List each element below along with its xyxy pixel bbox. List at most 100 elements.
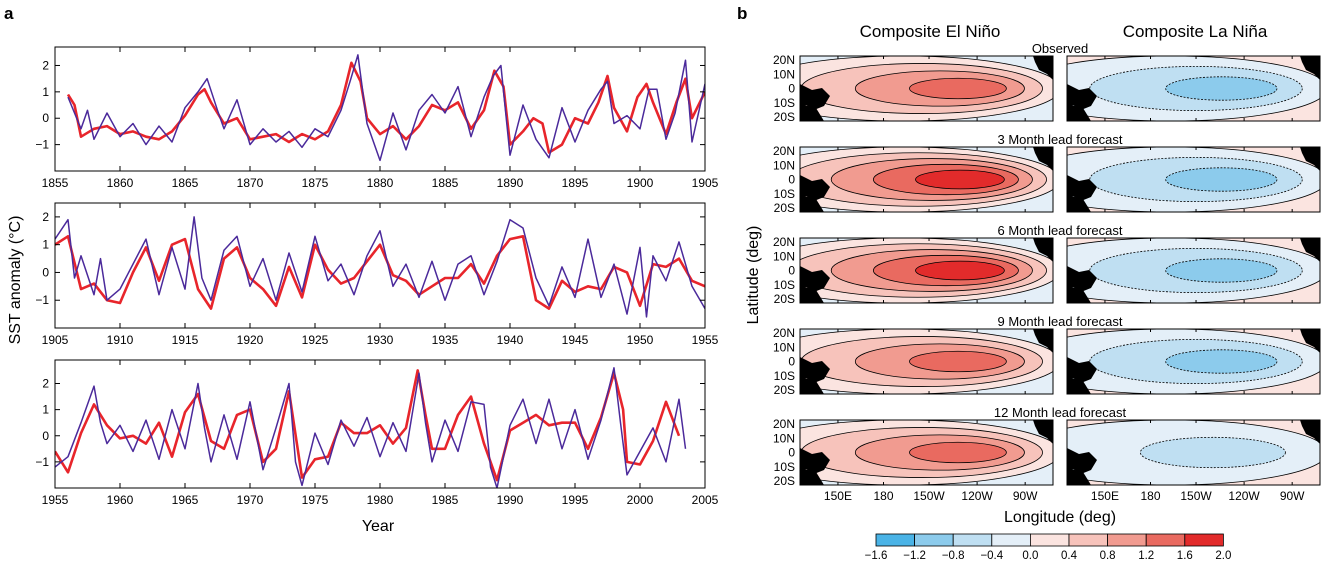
panel-b-letter: b <box>737 4 748 23</box>
lat-tick-label: 20S <box>774 292 795 306</box>
colorbar-swatch <box>1107 533 1147 547</box>
colorbar-tick-label: −0.8 <box>942 550 965 561</box>
el-nino-map-1 <box>799 146 1054 213</box>
la-nina-map-3 <box>1066 328 1321 395</box>
y-tick-label: 2 <box>42 210 49 224</box>
contour <box>915 260 1005 281</box>
x-tick-label: 1945 <box>562 333 589 347</box>
plot-frame <box>54 46 706 172</box>
lat-tick-label: 10N <box>773 249 795 263</box>
lat-tick-label: 20S <box>774 383 795 397</box>
land-central-america <box>1033 329 1053 353</box>
land-maritime-continent <box>800 266 830 293</box>
colorbar-tick-label: 2.0 <box>1215 550 1231 561</box>
land-maritime-continent <box>1067 357 1097 384</box>
lon-tick-label: 150W <box>913 489 945 503</box>
lat-tick-label: 20N <box>773 326 795 340</box>
contour <box>1165 349 1278 374</box>
y-tick-label: 1 <box>42 85 49 99</box>
x-tick-label: 1950 <box>627 333 654 347</box>
colorbar-tick-label: −0.4 <box>980 550 1003 561</box>
land-australia <box>1067 377 1091 394</box>
x-tick-label: 1910 <box>107 333 134 347</box>
colorbar-tick-label: 1.2 <box>1138 550 1154 561</box>
x-tick-label: 1900 <box>627 176 654 190</box>
y-axis-label: SST anomaly (°C) <box>7 216 24 345</box>
land-australia <box>800 468 824 485</box>
land-central-america <box>1300 329 1320 353</box>
subplot-1: 1855 1860 1865 1870 1875 1880 1885 1890 1895 1900… <box>35 46 719 190</box>
x-tick-label: 1905 <box>692 176 719 190</box>
la-nina-map-0 <box>1066 55 1321 122</box>
x-tick-label: 1955 <box>42 493 69 507</box>
colorbar-swatch <box>1068 533 1108 547</box>
land-central-america <box>1300 56 1320 80</box>
land-maritime-continent <box>800 357 830 384</box>
map-frame <box>799 146 1054 213</box>
colorbar-swatch <box>1145 533 1186 547</box>
y-tick-label: 0 <box>42 429 49 443</box>
land-maritime-continent <box>800 175 830 202</box>
lat-tick-label: 10N <box>773 431 795 445</box>
contour <box>1139 436 1286 469</box>
colorbar-tick-label: 0.4 <box>1061 550 1078 561</box>
x-tick-label: 1890 <box>497 176 524 190</box>
map-frame <box>799 55 1054 122</box>
land-central-america <box>1033 56 1053 80</box>
colorbar-swatch <box>952 533 993 547</box>
land-maritime-continent <box>1067 266 1097 293</box>
y-tick-label: 1 <box>42 403 49 417</box>
x-tick-label: 1995 <box>562 493 589 507</box>
la-nina-map-4 <box>1066 419 1321 486</box>
longitude-axis-label: Longitude (deg) <box>1004 509 1116 526</box>
lat-tick-label: 10S <box>774 278 795 292</box>
lat-tick-label: 20N <box>773 144 795 158</box>
series-line-model <box>67 54 705 162</box>
row-title-1: 3 Month lead forecast <box>997 132 1122 147</box>
column-title-la-nina: Composite La Niña <box>1123 22 1268 41</box>
land-australia <box>800 195 824 212</box>
colorbar-tick-label: −1.2 <box>903 550 926 561</box>
subplot-3: 1955 1960 1965 1970 1975 1980 1985 1990 1995 2000… <box>35 359 719 507</box>
series-line-observed <box>55 369 681 482</box>
x-tick-label: 1985 <box>432 493 459 507</box>
x-tick-label: 1935 <box>432 333 459 347</box>
lat-tick-label: 20S <box>774 110 795 124</box>
land-australia <box>800 286 824 303</box>
x-tick-label: 1925 <box>302 333 329 347</box>
row-title-0: Observed <box>1032 41 1088 56</box>
timeseries-chart: SST anomaly (°C) Year 1855 1860 1865 1870 18… <box>7 46 719 535</box>
land-maritime-continent <box>1067 84 1097 111</box>
land-maritime-continent <box>1067 448 1097 475</box>
map-frame <box>1066 328 1321 395</box>
lat-tick-label: 0 <box>788 264 795 278</box>
latitude-axis-label: Latitude (deg) <box>745 226 762 325</box>
x-axis-label: Year <box>362 518 395 535</box>
lat-tick-label: 10N <box>773 158 795 172</box>
x-tick-label: 1860 <box>107 176 134 190</box>
x-tick-label: 1980 <box>367 493 394 507</box>
composite-maps-chart: Composite El Niño Composite La Niña Lati… <box>745 22 1321 561</box>
lon-tick-label: 180 <box>1140 489 1160 503</box>
land-maritime-continent <box>800 84 830 111</box>
map-frame <box>1066 419 1321 486</box>
lat-tick-label: 20S <box>774 474 795 488</box>
contour <box>1165 167 1278 192</box>
x-tick-label: 1915 <box>172 333 199 347</box>
x-tick-label: 1965 <box>172 493 199 507</box>
lat-tick-label: 20S <box>774 201 795 215</box>
contour <box>1165 258 1278 283</box>
lat-tick-label: 10S <box>774 187 795 201</box>
map-frame <box>799 237 1054 304</box>
x-tick-label: 1895 <box>562 176 589 190</box>
lat-tick-label: 0 <box>788 82 795 96</box>
x-tick-label: 2005 <box>692 493 719 507</box>
lat-tick-label: 10S <box>774 460 795 474</box>
colorbar-tick-label: 1.6 <box>1177 550 1193 561</box>
y-tick-label: 2 <box>42 58 49 72</box>
lat-tick-label: 10S <box>774 96 795 110</box>
map-frame <box>1066 55 1321 122</box>
map-frame <box>799 328 1054 395</box>
lon-tick-label: 150E <box>824 489 852 503</box>
el-nino-map-4 <box>799 419 1054 486</box>
